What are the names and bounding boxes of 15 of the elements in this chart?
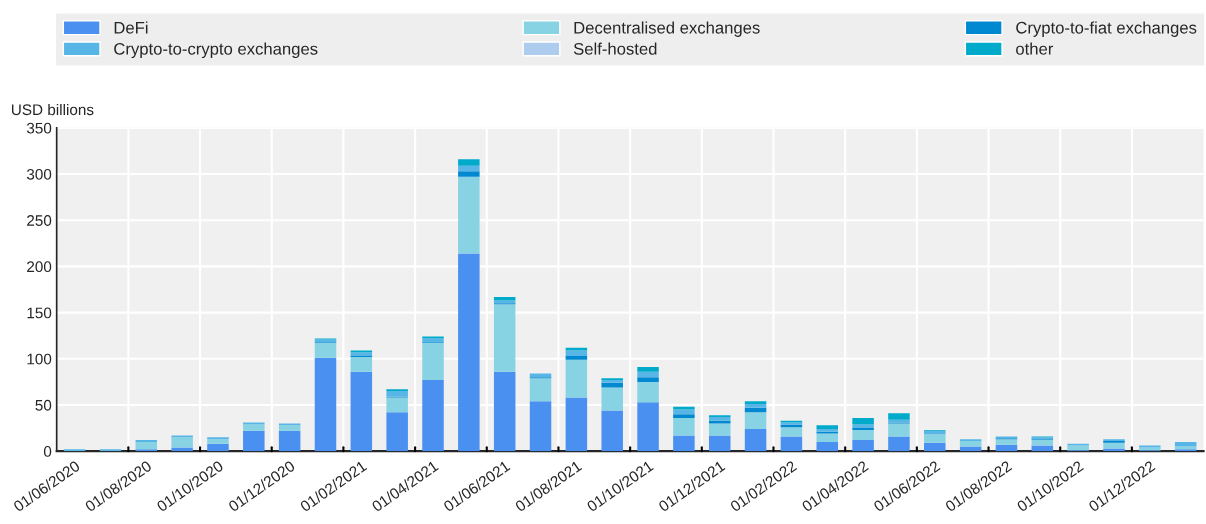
y-axis-title: USD billions	[11, 103, 94, 116]
y-tick-label: 250	[27, 215, 52, 226]
y-tick-label: 300	[26, 168, 52, 180]
legend-label: Decentralised exchanges	[574, 21, 760, 37]
y-tick-label: 200	[27, 261, 52, 273]
y-tick-label: 0	[43, 446, 52, 457]
y-tick-label: 100	[27, 353, 52, 365]
legend-label: Self-hosted	[573, 42, 657, 55]
y-tick-label: 150	[27, 307, 52, 319]
legend-label: Crypto-to-crypto exchanges	[114, 42, 318, 59]
legend-label: other	[1016, 42, 1054, 55]
legend-label: DeFi	[114, 21, 148, 34]
y-tick-label: 50	[35, 399, 52, 411]
legend-label: Crypto-to-fiat exchanges	[1016, 21, 1197, 37]
y-tick-label: 350	[26, 122, 52, 134]
